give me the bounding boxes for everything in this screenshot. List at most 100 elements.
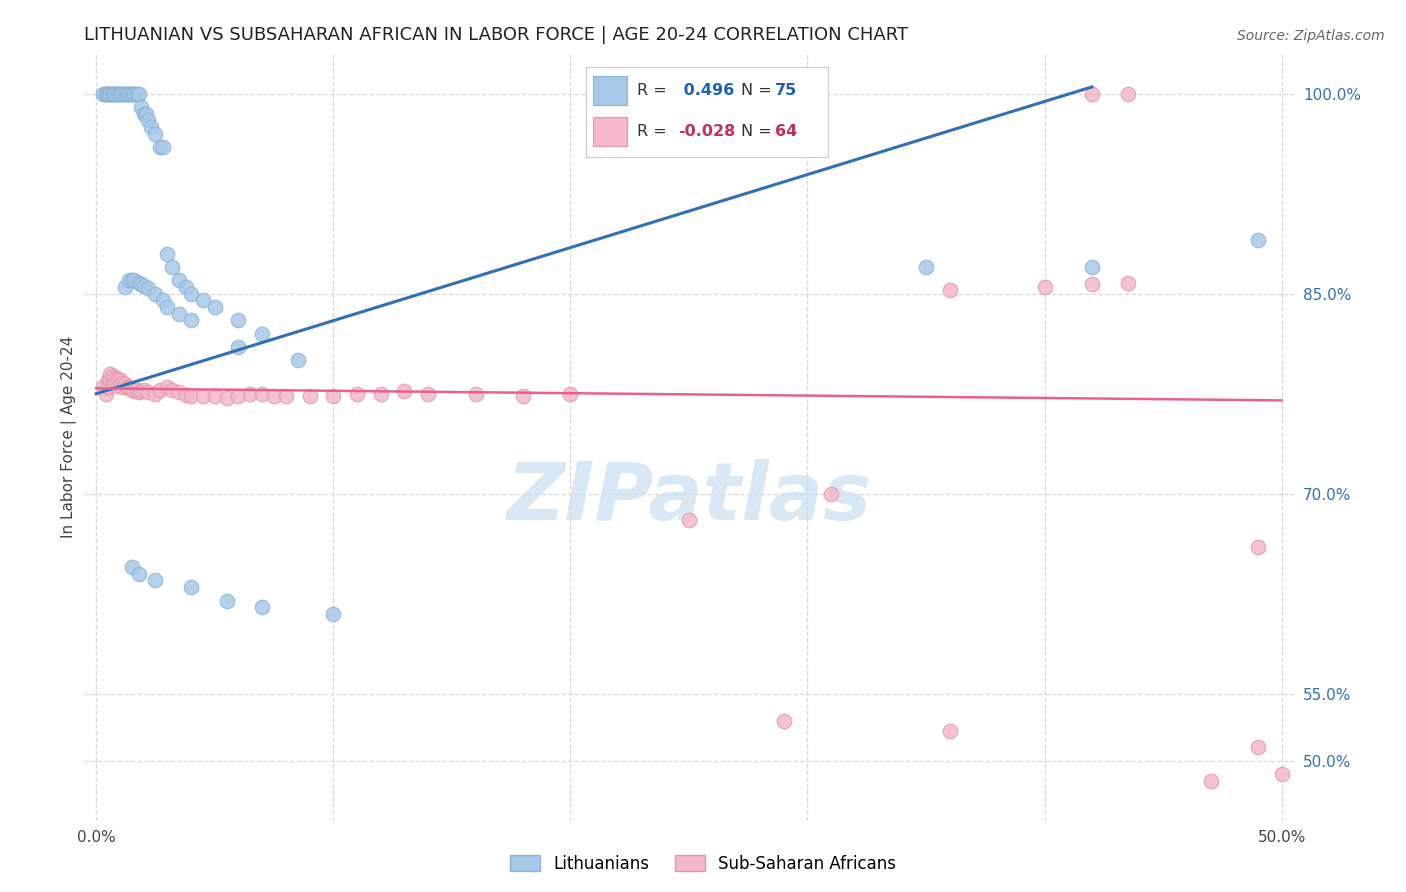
Point [149,140,172,154]
Point [138,385,160,400]
Point [129,277,152,292]
Point [191,389,214,403]
Point [115,380,138,394]
Point [180,580,202,594]
Point [101,87,124,101]
Point [132,106,155,120]
Point [108,87,131,101]
Point [263,389,285,403]
Point [128,276,150,290]
Point [145,286,167,301]
Point [139,120,162,134]
Text: Source: ZipAtlas.com: Source: ZipAtlas.com [1237,29,1385,43]
Point [114,280,136,294]
Point [228,313,250,327]
Point [128,385,150,400]
Point [394,384,416,398]
Point [97,87,120,101]
Point [1247,740,1270,755]
Point [1247,540,1270,554]
Point [152,140,174,154]
Point [512,389,534,403]
Point [118,273,141,287]
Point [100,87,122,101]
Point [104,377,127,392]
Point [101,87,124,101]
Point [104,87,127,101]
Point [100,367,122,381]
Point [108,87,131,101]
Text: ZIPatlas: ZIPatlas [506,459,872,538]
Point [1081,260,1104,274]
Point [156,300,179,314]
Point [91,380,114,394]
Point [180,313,202,327]
Point [152,293,174,308]
Point [167,307,190,321]
Point [100,87,122,101]
Point [1116,87,1139,101]
Point [135,106,157,120]
Point [107,87,129,101]
Point [108,373,131,387]
Point [678,513,700,527]
Point [204,300,226,314]
Point [97,87,120,101]
Point [156,380,179,394]
Point [118,381,141,395]
Point [101,376,124,390]
Point [180,389,202,403]
Point [111,87,134,101]
Point [118,87,141,101]
Point [128,87,150,101]
Point [176,388,198,402]
Point [250,600,273,615]
Point [121,87,143,101]
Point [122,384,145,398]
Point [91,87,114,101]
Point [1271,767,1294,781]
Point [138,113,160,128]
Point [1247,233,1270,247]
Point [160,260,183,274]
Point [322,607,344,621]
Legend: Lithuanians, Sub-Saharan Africans: Lithuanians, Sub-Saharan Africans [503,848,903,880]
Point [111,87,134,101]
Point [108,377,131,392]
Point [167,385,190,400]
Point [122,87,145,101]
Point [132,278,155,293]
Point [118,87,141,101]
Point [346,386,368,401]
Point [1199,773,1222,788]
Point [122,87,145,101]
Point [132,383,155,397]
Point [94,386,117,401]
Point [215,391,238,405]
Point [250,326,273,341]
Point [167,273,190,287]
Point [204,389,226,403]
Point [250,386,273,401]
Point [100,373,122,387]
Point [100,87,122,101]
Point [107,372,129,386]
Y-axis label: In Labor Force | Age 20-24: In Labor Force | Age 20-24 [62,336,77,538]
Point [125,383,148,397]
Point [176,280,198,294]
Point [228,389,250,403]
Point [938,724,960,739]
Point [287,353,309,368]
Point [104,87,127,101]
Point [820,487,842,501]
Point [114,377,136,392]
Point [160,383,183,397]
Point [1116,276,1139,290]
Point [111,380,134,394]
Point [239,386,262,401]
Point [121,87,143,101]
Point [121,383,143,397]
Point [97,373,120,387]
Point [101,369,124,384]
Point [101,87,124,101]
